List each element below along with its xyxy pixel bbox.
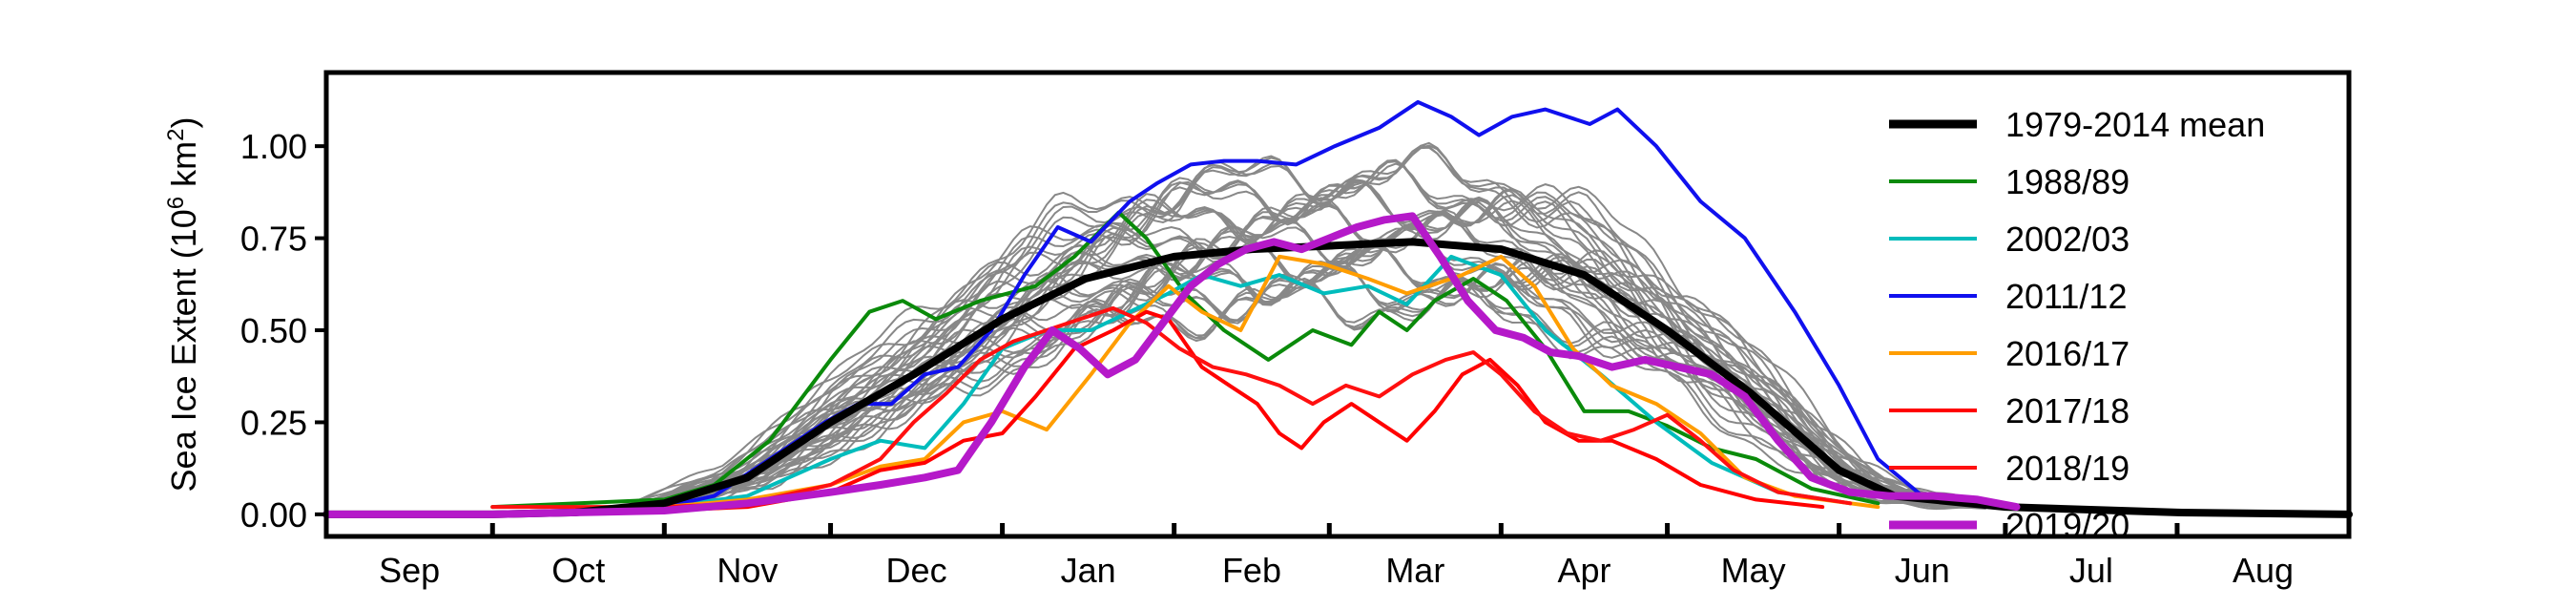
y-tick-label: 0.50 bbox=[240, 311, 307, 350]
series-line-2016-17 bbox=[662, 254, 1880, 510]
highlighted-series-lines bbox=[322, 99, 2353, 518]
background-year-line bbox=[631, 198, 1986, 508]
y-tick-label: 1.00 bbox=[240, 127, 307, 166]
y-tick-label: 0.25 bbox=[240, 403, 307, 442]
y-axis-title-sup: 6 bbox=[163, 197, 189, 209]
x-tick-label-nov: Nov bbox=[717, 551, 778, 590]
series-line-2017-18 bbox=[662, 309, 1825, 513]
y-axis-title-unit: km bbox=[164, 141, 203, 197]
legend: 1979-2014 mean 1988/89 2002/03 2011/12 2016/… bbox=[1889, 105, 2265, 545]
y-tick-label: 0.00 bbox=[240, 495, 307, 535]
series-line-2018-19 bbox=[490, 305, 1853, 510]
legend-label-1979-2014-mean: 1979-2014 mean bbox=[2005, 105, 2265, 144]
x-tick-label-oct: Oct bbox=[551, 551, 605, 590]
background-year-line bbox=[631, 141, 1986, 509]
legend-label-1988-89: 1988/89 bbox=[2005, 162, 2129, 201]
y-axis: 0.00 0.25 0.50 0.75 1.00 bbox=[240, 127, 326, 535]
legend-label-2002-03: 2002/03 bbox=[2005, 220, 2129, 259]
background-year-line bbox=[631, 260, 1986, 510]
x-tick-label-jul: Jul bbox=[2069, 551, 2113, 590]
x-tick-label-mar: Mar bbox=[1385, 551, 1444, 590]
series-line-2011-12 bbox=[601, 99, 1991, 513]
background-year-lines bbox=[631, 141, 1986, 512]
background-year-line bbox=[631, 162, 1986, 509]
series-line-2019-20 bbox=[322, 212, 2021, 518]
legend-label-2016-17: 2016/17 bbox=[2005, 334, 2129, 373]
x-tick-label-apr: Apr bbox=[1557, 551, 1610, 590]
x-axis: Sep Oct Nov Dec Jan Feb Mar Apr May Jun Jul Aug bbox=[323, 523, 2352, 590]
y-tick-label: 0.75 bbox=[240, 220, 307, 259]
background-year-line bbox=[631, 244, 1986, 509]
x-tick-label-sep: Sep bbox=[379, 551, 440, 590]
y-axis-title-close: ) bbox=[164, 117, 203, 129]
plot-frame bbox=[323, 70, 2352, 539]
legend-label-2018-19: 2018/19 bbox=[2005, 449, 2129, 488]
background-year-line bbox=[631, 208, 1986, 511]
x-tick-label-feb: Feb bbox=[1222, 551, 1281, 590]
x-tick-label-jan: Jan bbox=[1061, 551, 1116, 590]
y-axis-title-sup2: 2 bbox=[163, 129, 189, 141]
x-tick-label-jun: Jun bbox=[1895, 551, 1950, 590]
series-line-1988-89 bbox=[490, 210, 1880, 510]
background-year-line bbox=[631, 226, 1986, 509]
y-axis-title: Sea Ice Extent (106 km2) bbox=[163, 117, 204, 493]
x-tick-label-may: May bbox=[1721, 551, 1786, 590]
background-year-line bbox=[631, 210, 1986, 509]
legend-label-2011-12: 2011/12 bbox=[2005, 277, 2127, 316]
x-tick-label-aug: Aug bbox=[2233, 551, 2294, 590]
legend-label-2017-18: 2017/18 bbox=[2005, 391, 2129, 430]
background-year-line bbox=[631, 263, 1986, 511]
background-year-line bbox=[631, 212, 1986, 508]
y-axis-title-main: Sea Ice Extent (10 bbox=[164, 209, 203, 492]
legend-label-2019-20: 2019/20 bbox=[2005, 506, 2129, 545]
x-tick-label-dec: Dec bbox=[886, 551, 947, 590]
